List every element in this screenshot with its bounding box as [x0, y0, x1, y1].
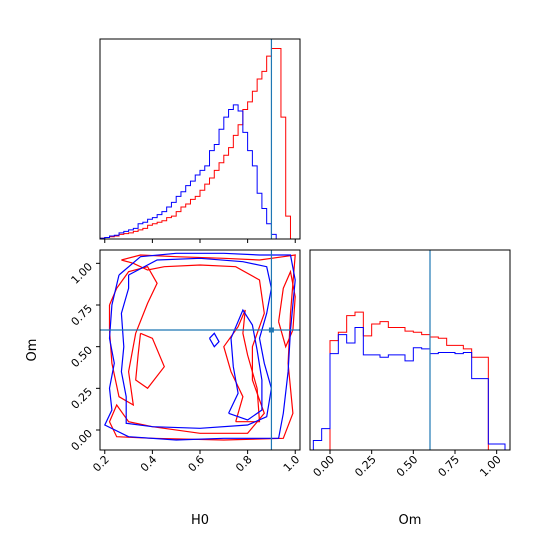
contour-blue	[104, 252, 296, 441]
hist-h0-blue	[99, 104, 300, 240]
contour-panel: 0.2 0.4 0.6 0.8 1.0 0.00 0.25 0.50 0.75 1.00	[69, 249, 303, 475]
ylabel-om: Om	[25, 339, 40, 362]
hist-h0-panel	[99, 38, 301, 243]
hist-om-tick-label: 0.50	[394, 453, 421, 480]
axis-labels: H0 Om Om	[25, 339, 421, 528]
contour-ytick-label: 0.25	[69, 385, 96, 412]
contour-ytick-label: 1.00	[69, 260, 96, 287]
hist-om-blue	[312, 327, 506, 450]
contour-blue	[120, 257, 273, 429]
contour-xtick-label: 0.8	[233, 453, 255, 475]
hist-om-tick-label: 0.25	[352, 453, 379, 480]
hist-om-tick-label: 0.00	[311, 453, 338, 480]
hist-om-tick-label: 1.00	[477, 453, 504, 480]
contour-red	[108, 254, 296, 441]
contour-red	[108, 266, 158, 407]
contour-xtick-label: 0.4	[138, 453, 160, 475]
xlabel-om: Om	[399, 513, 422, 528]
contour-xtick-label: 1.0	[281, 453, 303, 475]
contour-blue	[208, 332, 220, 348]
hist-om-frame	[309, 249, 511, 451]
truth-point	[268, 327, 274, 333]
hist-om-red	[313, 311, 505, 451]
contour-ytick-label: 0.75	[69, 302, 96, 329]
hist-h0-red	[99, 48, 300, 240]
contour-xtick-label: 0.2	[90, 453, 112, 475]
xlabel-h0: H0	[191, 513, 209, 528]
contour-blue	[228, 308, 263, 421]
contour-xtick-label: 0.6	[186, 453, 208, 475]
contour-red	[223, 309, 261, 423]
contour-red	[278, 269, 296, 349]
hist-h0-frame	[99, 38, 301, 240]
contour-ytick-label: 0.50	[69, 344, 96, 371]
hist-om-tick-label: 0.75	[436, 453, 463, 480]
hist-om-panel: 0.00 0.25 0.50 0.75 1.00	[309, 249, 511, 480]
contour-red	[135, 332, 165, 390]
contour-lines	[104, 252, 296, 441]
contour-ytick-label: 0.00	[69, 427, 96, 454]
